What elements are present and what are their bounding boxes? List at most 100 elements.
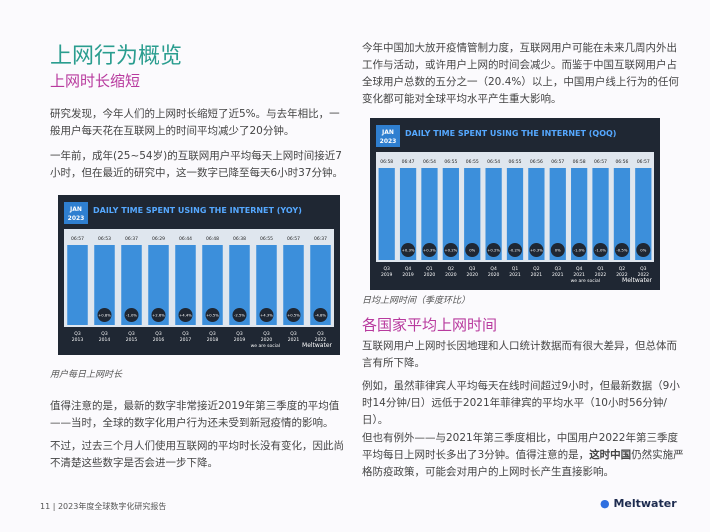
category-label: 2021 bbox=[552, 272, 564, 278]
bar bbox=[310, 245, 331, 325]
category-label: Q1 bbox=[597, 266, 604, 272]
brand: Meltwater bbox=[302, 342, 333, 349]
category-label: 2019 bbox=[234, 337, 246, 343]
category-label: 2021 bbox=[509, 272, 521, 278]
category-label: 2020 bbox=[261, 337, 273, 343]
change-label: +0.3% bbox=[423, 248, 436, 253]
caption: 日均上网时间（季度环比） bbox=[362, 296, 471, 306]
category-label: Q4 bbox=[576, 266, 583, 272]
brand: Meltwater bbox=[622, 277, 653, 284]
category-label: 2021 bbox=[288, 337, 300, 343]
category-label: Q3 bbox=[155, 331, 162, 337]
bar bbox=[549, 168, 566, 260]
change-bubble bbox=[151, 308, 166, 322]
bar bbox=[121, 245, 142, 325]
page-title: 上网行为概览 bbox=[50, 44, 183, 69]
bar bbox=[175, 245, 196, 325]
chart-title: DAILY TIME SPENT USING THE INTERNET (YOY… bbox=[93, 206, 302, 215]
partner: we are social bbox=[571, 278, 600, 284]
category-label: 2020 bbox=[467, 272, 479, 278]
change-label: +0.2% bbox=[444, 248, 457, 253]
change-label: +4.3% bbox=[260, 313, 273, 318]
category-label: 2022 bbox=[595, 272, 607, 278]
change-label: +0.5% bbox=[287, 313, 300, 318]
bar bbox=[571, 168, 588, 260]
change-label: +0.3% bbox=[402, 248, 415, 253]
category-label: 2022 bbox=[616, 272, 628, 278]
paragraph: 例如，虽然菲律宾人平均每天在线时间超过9小时，但最新数据（9小时14分钟/日）远… bbox=[362, 380, 680, 426]
badge-text: JAN bbox=[381, 129, 394, 136]
bar bbox=[94, 245, 115, 325]
badge bbox=[64, 202, 88, 224]
logo-text: Meltwater bbox=[613, 497, 677, 510]
value-label: 06:54 bbox=[487, 159, 500, 165]
change-label: -4.8% bbox=[315, 313, 326, 318]
change-label: 0% bbox=[469, 248, 475, 253]
category-label: Q3 bbox=[236, 331, 243, 337]
category-label: 2015 bbox=[126, 337, 138, 343]
category-label: Q3 bbox=[209, 331, 216, 337]
value-label: 06:29 bbox=[152, 236, 165, 242]
change-bubble bbox=[422, 243, 437, 257]
bar bbox=[148, 245, 169, 325]
category-label: Q3 bbox=[383, 266, 390, 272]
change-bubble bbox=[97, 308, 112, 322]
logo: ● Meltwater bbox=[600, 497, 677, 510]
value-label: 06:54 bbox=[423, 159, 436, 165]
category-label: 2019 bbox=[381, 272, 393, 278]
bar bbox=[506, 168, 524, 260]
change-bubble bbox=[232, 308, 247, 322]
change-bubble bbox=[124, 308, 139, 322]
category-label: 2022 bbox=[315, 337, 327, 343]
change-bubble bbox=[614, 243, 629, 257]
bar bbox=[635, 168, 652, 260]
category-label: 2020 bbox=[488, 272, 500, 278]
change-label: -0.5% bbox=[616, 248, 627, 253]
change-bubble bbox=[508, 243, 522, 257]
category-label: 2018 bbox=[207, 337, 219, 343]
bar bbox=[202, 245, 223, 325]
value-label: 06:56 bbox=[530, 159, 543, 165]
partner: we are social bbox=[251, 343, 280, 349]
bar bbox=[378, 168, 395, 260]
category-label: 2013 bbox=[72, 337, 84, 343]
category-label: Q3 bbox=[101, 331, 108, 337]
category-label: 2022 bbox=[638, 272, 650, 278]
section-heading: 各国家平均上网时间 bbox=[362, 316, 498, 334]
change-label: 0% bbox=[555, 248, 561, 253]
category-label: Q3 bbox=[128, 331, 135, 337]
bar bbox=[442, 168, 459, 260]
change-label: +2.6% bbox=[152, 313, 165, 318]
value-label: 06:57 bbox=[71, 236, 84, 242]
category-label: Q2 bbox=[533, 266, 540, 272]
change-bubble bbox=[572, 243, 587, 257]
change-bubble bbox=[286, 308, 301, 322]
value-label: 06:44 bbox=[179, 236, 192, 242]
value-label: 06:57 bbox=[287, 236, 300, 242]
paragraph: 互联网用户上网时长因地理和人口统计数据而有很大差异，但总体而言有所下降。 bbox=[362, 340, 677, 369]
bar bbox=[528, 168, 545, 260]
value-label: 06:57 bbox=[594, 159, 607, 165]
change-bubble bbox=[259, 308, 274, 322]
change-bubble bbox=[550, 243, 565, 257]
category-label: 2014 bbox=[99, 337, 111, 343]
value-label: 06:38 bbox=[233, 236, 246, 242]
bar bbox=[399, 168, 417, 260]
value-label: 06:56 bbox=[615, 159, 628, 165]
value-label: 06:53 bbox=[98, 236, 111, 242]
change-label: +0.3% bbox=[530, 248, 543, 253]
chart-image: JAN 2023 DAILY TIME SPENT USING THE INTERN… bbox=[58, 195, 340, 355]
change-bubble bbox=[529, 243, 544, 257]
category-label: Q3 bbox=[182, 331, 189, 337]
change-bubble bbox=[313, 308, 328, 322]
paragraph: 今年中国加大放开疫情管制力度，互联网用户可能在未来几周内外出工作与活动，或许用户… bbox=[362, 42, 679, 105]
change-bubble bbox=[486, 243, 501, 257]
subtitle: 上网时长缩短 bbox=[50, 72, 141, 90]
value-label: 06:48 bbox=[206, 236, 219, 242]
category-label: Q3 bbox=[640, 266, 647, 272]
category-label: Q2 bbox=[619, 266, 626, 272]
category-label: 2017 bbox=[180, 337, 192, 343]
category-label: Q1 bbox=[426, 266, 433, 272]
category-label: Q2 bbox=[448, 266, 455, 272]
bar bbox=[613, 168, 631, 260]
